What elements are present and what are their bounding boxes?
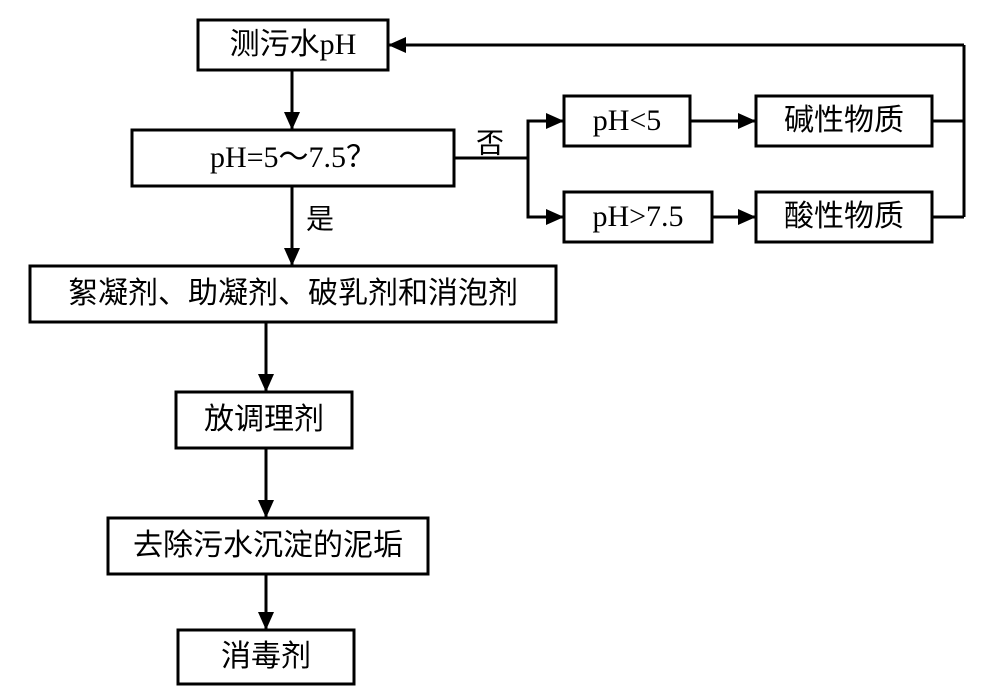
flowchart-edge bbox=[528, 158, 564, 217]
node-label: 放调理剂 bbox=[204, 403, 324, 436]
node-label: 酸性物质 bbox=[784, 200, 904, 233]
flowchart-node: 测污水pH bbox=[198, 20, 388, 70]
edge-label: 是 bbox=[306, 204, 334, 235]
flowchart-node: pH<5 bbox=[564, 96, 690, 146]
flowchart-node: 去除污水沉淀的泥垢 bbox=[108, 518, 428, 574]
flowchart-node: pH=5～7.5？ bbox=[132, 130, 454, 186]
flowchart-node: 消毒剂 bbox=[178, 630, 354, 684]
node-label: pH<5 bbox=[593, 104, 662, 137]
node-label: pH>7.5 bbox=[592, 200, 683, 233]
flowchart-node: pH>7.5 bbox=[564, 192, 712, 242]
edge-label: 否 bbox=[476, 128, 504, 159]
node-label: 消毒剂 bbox=[221, 640, 311, 673]
flowchart-node: 放调理剂 bbox=[176, 392, 352, 448]
flowchart-node: 碱性物质 bbox=[756, 96, 932, 146]
node-label: 去除污水沉淀的泥垢 bbox=[133, 529, 403, 562]
node-label: 测污水pH bbox=[230, 28, 357, 61]
flowchart-edge bbox=[528, 121, 564, 158]
flowchart-node: 絮凝剂、助凝剂、破乳剂和消泡剂 bbox=[30, 266, 556, 322]
node-label: pH=5～7.5？ bbox=[210, 141, 376, 174]
node-label: 碱性物质 bbox=[784, 104, 904, 137]
flowchart-node: 酸性物质 bbox=[756, 192, 932, 242]
node-label: 絮凝剂、助凝剂、破乳剂和消泡剂 bbox=[68, 277, 518, 310]
